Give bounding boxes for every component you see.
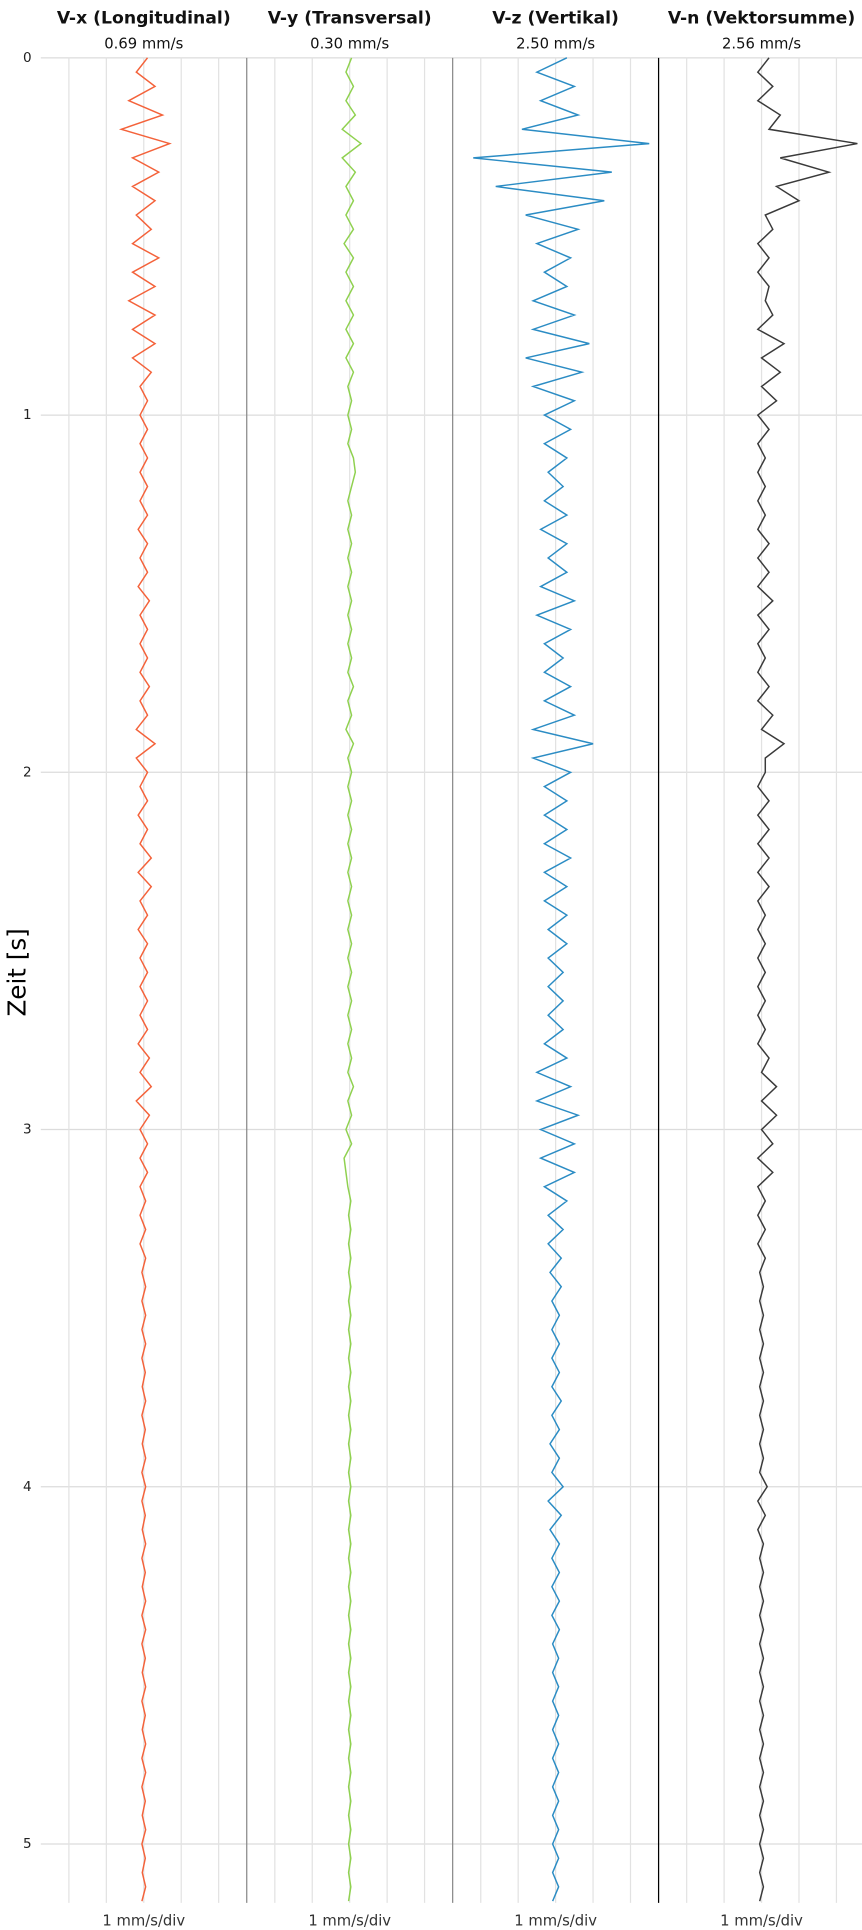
time-tick-label: 1 bbox=[23, 407, 32, 423]
panel-peak: 2.56 mm/s bbox=[722, 35, 801, 52]
trace bbox=[756, 57, 858, 1902]
time-tick-label: 5 bbox=[23, 1836, 32, 1852]
time-tick-label: 2 bbox=[23, 764, 32, 780]
time-tick-label: 4 bbox=[23, 1479, 32, 1495]
panel-title: V-x (Longitudinal) bbox=[57, 8, 231, 28]
trace bbox=[118, 57, 172, 1902]
time-tick-label: 0 bbox=[23, 50, 32, 66]
panel-unit: 1 mm/s/div bbox=[720, 1912, 803, 1929]
axis-label: Zeit [s] bbox=[3, 928, 32, 1016]
panel-unit: 1 mm/s/div bbox=[308, 1912, 391, 1929]
panel-peak: 0.30 mm/s bbox=[310, 35, 389, 52]
trace bbox=[473, 57, 650, 1902]
trace bbox=[341, 57, 363, 1902]
panel-peak: 0.69 mm/s bbox=[104, 35, 183, 52]
panel-peak: 2.50 mm/s bbox=[516, 35, 595, 52]
panel-unit: 1 mm/s/div bbox=[514, 1912, 597, 1929]
panel-title: V-z (Vertikal) bbox=[492, 8, 619, 28]
panel-title: V-y (Transversal) bbox=[268, 8, 432, 28]
time-tick-label: 3 bbox=[23, 1122, 32, 1138]
panel-unit: 1 mm/s/div bbox=[102, 1912, 185, 1929]
panel-title: V-n (Vektorsumme) bbox=[668, 8, 855, 28]
